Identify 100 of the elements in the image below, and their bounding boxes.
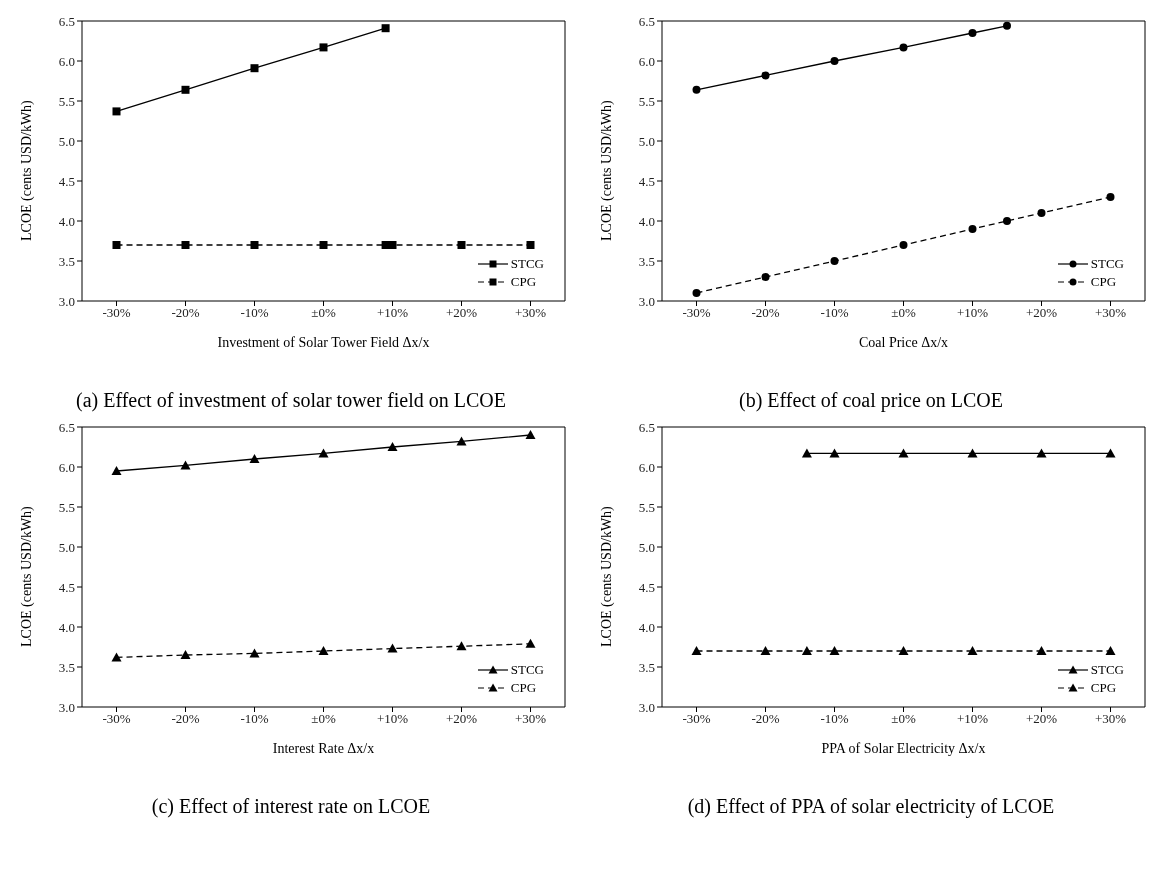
x-tick-label: -10% (820, 711, 849, 727)
y-tick-label: 6.0 (58, 459, 75, 475)
point (968, 225, 977, 233)
text: (c) Effect of interest rate on LCOE (150, 795, 432, 818)
legend-label: CPG (510, 274, 537, 290)
y-tick-label: 3.0 (58, 293, 75, 309)
y-tick-label: 4.0 (638, 213, 655, 229)
y-tick-label: 3.5 (638, 659, 655, 675)
x-tick-label: -20% (751, 711, 780, 727)
point (181, 241, 190, 249)
point (249, 648, 260, 658)
point (250, 241, 259, 249)
y-tick-label: 5.0 (638, 539, 655, 555)
x-tick-label: ±0% (311, 305, 336, 321)
x-tick-label: +10% (376, 711, 409, 727)
point (387, 643, 398, 653)
x-axis-title: Investment of Solar Tower Field Δx/x (217, 335, 430, 350)
x-tick-label: +10% (376, 305, 409, 321)
x-tick-label: +20% (1025, 305, 1058, 321)
y-tick-label: 4.0 (638, 619, 655, 635)
y-tick-label: 3.5 (58, 253, 75, 269)
point (456, 641, 467, 651)
x-tick-label: ±0% (311, 711, 336, 727)
point (381, 24, 390, 33)
y-tick-label: 3.5 (638, 253, 655, 269)
y-tick-label: 4.5 (638, 579, 655, 595)
legend-label: STCG (510, 256, 544, 272)
point (1003, 217, 1011, 225)
x-axis-title: Coal Price Δx/x (858, 335, 949, 350)
y-tick-label: 3.5 (58, 659, 75, 675)
point (318, 448, 329, 458)
point (761, 71, 770, 80)
y-tick-label: 6.0 (638, 53, 655, 69)
y-tick-label: 6.5 (58, 13, 75, 29)
point (250, 64, 259, 73)
x-tick-label: -20% (171, 305, 200, 321)
y-axis-title: LCOE (cents USD/kWh) (18, 505, 35, 647)
x-tick-label: -20% (171, 711, 200, 727)
point (319, 43, 328, 52)
y-tick-label: 3.0 (638, 293, 655, 309)
point (111, 652, 122, 662)
y-tick-label: 6.5 (638, 13, 655, 29)
legend-label: CPG (510, 680, 537, 696)
x-tick-label: -20% (751, 305, 780, 321)
legend-label: CPG (1090, 274, 1117, 290)
y-tick-label: 4.5 (58, 579, 75, 595)
x-tick-label: +10% (956, 305, 989, 321)
point (112, 107, 121, 116)
point (899, 43, 908, 52)
point (457, 241, 466, 249)
legend-label: STCG (1090, 662, 1124, 678)
text: (d) Effect of PPA of solar electricity of LCOE (686, 795, 1056, 818)
point (249, 454, 260, 463)
y-tick-label: 3.0 (58, 699, 75, 715)
point (456, 436, 467, 446)
y-tick-label: 6.0 (58, 53, 75, 69)
x-tick-label: +30% (514, 305, 547, 321)
x-tick-label: -10% (240, 305, 269, 321)
y-tick-label: 5.0 (638, 133, 655, 149)
text: (a) Effect of investment of solar tower field on LCOE (74, 389, 508, 412)
point (526, 241, 535, 249)
point (112, 241, 121, 249)
x-tick-label: +20% (1025, 711, 1058, 727)
point (180, 650, 191, 659)
x-tick-label: -10% (240, 711, 269, 727)
point (830, 57, 839, 65)
point (692, 85, 701, 94)
y-tick-label: 6.0 (638, 459, 655, 475)
point (1106, 193, 1115, 201)
y-axis-title: LCOE (cents USD/kWh) (18, 99, 35, 241)
x-tick-label: +30% (514, 711, 547, 727)
y-tick-label: 5.5 (58, 93, 75, 109)
x-tick-label: +10% (956, 711, 989, 727)
point (692, 289, 701, 297)
y-tick-label: 6.5 (58, 419, 75, 435)
point (968, 29, 977, 37)
legend-label: STCG (1090, 256, 1124, 272)
y-tick-label: 4.0 (58, 213, 75, 229)
y-axis-title: LCOE (cents USD/kWh) (598, 99, 615, 241)
x-tick-label: -30% (682, 711, 711, 727)
y-tick-label: 6.5 (638, 419, 655, 435)
point (181, 85, 190, 94)
point (830, 257, 839, 265)
y-tick-label: 5.5 (638, 499, 655, 515)
x-tick-label: -30% (102, 711, 131, 727)
point (525, 430, 536, 439)
x-tick-label: -30% (682, 305, 711, 321)
x-tick-label: ±0% (891, 305, 916, 321)
y-tick-label: 4.5 (58, 173, 75, 189)
y-tick-label: 5.0 (58, 539, 75, 555)
point (319, 241, 328, 249)
point (111, 466, 122, 475)
y-tick-label: 5.0 (58, 133, 75, 149)
point (318, 646, 329, 655)
x-tick-label: +20% (445, 711, 478, 727)
point (899, 241, 908, 249)
point (761, 273, 770, 281)
y-tick-label: 5.5 (638, 93, 655, 109)
y-tick-label: 4.5 (638, 173, 655, 189)
x-tick-label: -10% (820, 305, 849, 321)
